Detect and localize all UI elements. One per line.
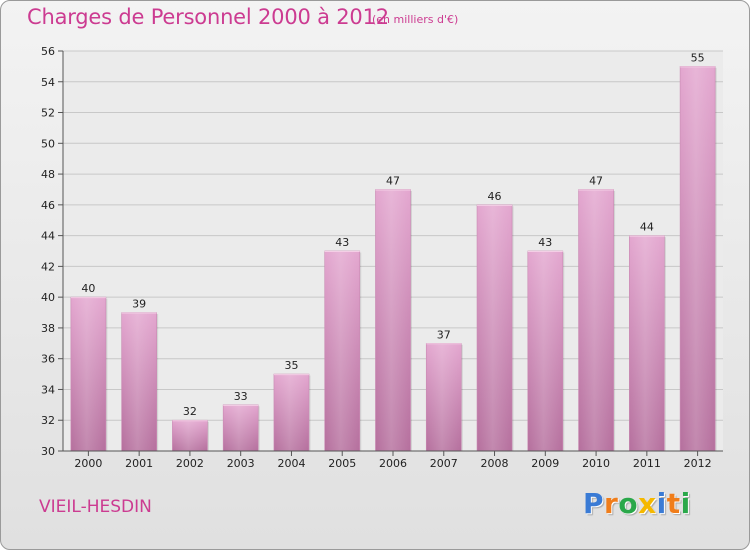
data-label: 43 [335, 236, 349, 249]
x-tick-label: 2007 [430, 457, 458, 470]
y-tick-label: 56 [41, 45, 55, 58]
logo-letter: t [666, 487, 681, 520]
x-tick-label: 2001 [125, 457, 153, 470]
y-tick-label: 32 [41, 414, 55, 427]
bar-highlight [680, 66, 716, 451]
axis-layer: 30 32 34 36 38 40 42 44 46 48 50 52 54 56 2000 2001 2002… [41, 45, 723, 470]
bar-highlight [70, 297, 106, 451]
logo-letter: i [680, 487, 691, 520]
logo-letter: o [618, 487, 639, 520]
bar-highlight [223, 404, 259, 451]
logo-letter: x [638, 487, 657, 520]
data-label: 39 [132, 298, 146, 311]
data-label: 47 [589, 174, 603, 187]
bar-highlight [324, 251, 360, 451]
bar-highlight [273, 374, 309, 451]
logo-letter: P [583, 487, 605, 520]
y-tick-label: 36 [41, 353, 55, 366]
bar-highlight [629, 235, 665, 451]
bar-highlight [375, 189, 411, 451]
x-tick-label: 2008 [481, 457, 509, 470]
y-tick-label: 44 [41, 230, 55, 243]
chart-subtitle: (en milliers d'€) [372, 13, 459, 26]
bar-highlight [477, 204, 513, 451]
x-tick-label: 2010 [582, 457, 610, 470]
data-label: 55 [691, 51, 705, 64]
x-tick-label: 2012 [684, 457, 712, 470]
bar-highlight [426, 343, 462, 451]
logo-letter: r [604, 487, 619, 520]
town-name: VIEIL-HESDIN [39, 497, 152, 517]
data-label: 37 [437, 328, 451, 341]
bar-highlight [172, 420, 208, 451]
x-tick-label: 2002 [176, 457, 204, 470]
data-label: 44 [640, 221, 654, 234]
x-tick-label: 2005 [328, 457, 356, 470]
chart-title: Charges de Personnel 2000 à 2012 [27, 5, 389, 29]
data-label: 40 [81, 282, 95, 295]
y-tick-label: 30 [41, 445, 55, 458]
y-tick-label: 40 [41, 291, 55, 304]
data-label: 43 [538, 236, 552, 249]
data-label: 46 [488, 190, 502, 203]
bar-highlight [527, 251, 563, 451]
logo-letter: i [656, 487, 667, 520]
x-tick-label: 2004 [277, 457, 305, 470]
y-tick-label: 54 [41, 76, 55, 89]
x-tick-label: 2003 [227, 457, 255, 470]
y-tick-label: 38 [41, 322, 55, 335]
y-tick-label: 42 [41, 260, 55, 273]
x-tick-label: 2000 [74, 457, 102, 470]
y-tick-label: 50 [41, 137, 55, 150]
bar-highlight [121, 312, 157, 451]
x-tick-label: 2009 [531, 457, 559, 470]
y-tick-label: 34 [41, 383, 55, 396]
data-label: 32 [183, 405, 197, 418]
data-label: 33 [234, 390, 248, 403]
x-tick-label: 2011 [633, 457, 661, 470]
data-label: 35 [284, 359, 298, 372]
x-tick-label: 2006 [379, 457, 407, 470]
y-tick-label: 48 [41, 168, 55, 181]
y-tick-label: 46 [41, 199, 55, 212]
data-label: 47 [386, 174, 400, 187]
y-tick-label: 52 [41, 107, 55, 120]
bars-layer: 40 39 32 33 35 43 47 37 46 43 47 44 55 [70, 51, 717, 452]
proxiti-logo: Proxiti [583, 487, 691, 520]
bar-highlight [578, 189, 614, 451]
